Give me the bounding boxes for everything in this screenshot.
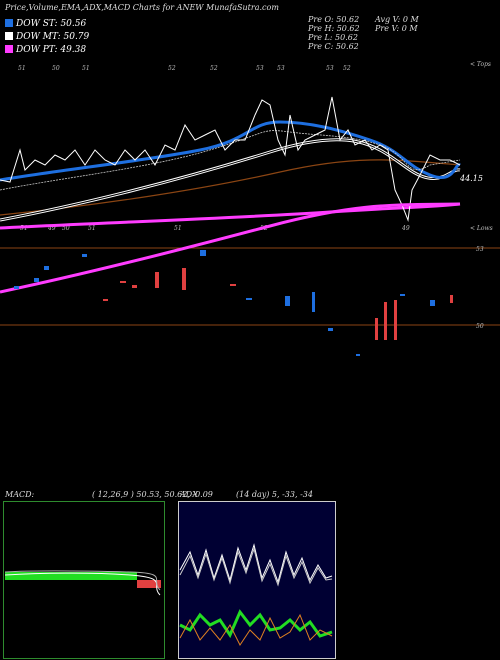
candle bbox=[44, 266, 49, 270]
title: Price,Volume,EMA,ADX,MACD Charts for ANE… bbox=[4, 3, 279, 12]
last-price: 44.15 bbox=[459, 174, 483, 183]
ema-line bbox=[0, 159, 461, 216]
signal-line bbox=[4, 570, 161, 591]
info: Pre O: 50.62 bbox=[307, 15, 359, 24]
minus-di bbox=[179, 613, 333, 646]
candle bbox=[200, 250, 206, 256]
candle bbox=[356, 354, 360, 356]
candle bbox=[246, 298, 252, 300]
candle bbox=[450, 295, 453, 303]
price-label: 52 bbox=[343, 65, 351, 72]
price-label: 49 bbox=[47, 225, 56, 232]
price-label: 51 bbox=[18, 65, 26, 72]
price-label: 53 bbox=[256, 65, 264, 72]
macd-params: ( 12,26,9 ) 50.53, 50.62, -0.09 bbox=[92, 490, 213, 499]
top-labels: 51 50 51 52 52 53 53 53 52 51 49 50 51 5… bbox=[18, 65, 410, 232]
candle bbox=[312, 292, 315, 312]
histogram bbox=[5, 572, 137, 580]
info: Avg V: 0 M bbox=[374, 15, 419, 24]
info: Pre V: 0 M bbox=[374, 24, 418, 33]
macd-panel bbox=[3, 501, 165, 659]
legend-swatch bbox=[5, 32, 13, 40]
candle bbox=[82, 254, 87, 257]
legend-swatch bbox=[5, 45, 13, 53]
lows-label: < Lows bbox=[470, 225, 493, 232]
legend: DOW ST: 50.56 DOW MT: 50.79 DOW PT: 49.3… bbox=[5, 19, 90, 55]
info: Pre C: 50.62 bbox=[307, 42, 359, 51]
candle bbox=[394, 300, 397, 340]
adx-line bbox=[179, 543, 333, 584]
candle bbox=[328, 328, 333, 331]
legend-label: DOW MT: 50.79 bbox=[15, 32, 90, 42]
legend-label: DOW PT: 49.38 bbox=[15, 45, 86, 55]
pt-line bbox=[0, 202, 461, 230]
candle bbox=[430, 300, 435, 306]
price-label: 51 bbox=[174, 225, 182, 232]
price-label: 51 bbox=[20, 225, 28, 232]
macd-name: MACD: bbox=[4, 490, 35, 499]
pt-line bbox=[0, 202, 461, 294]
mt-line-core bbox=[0, 139, 461, 221]
candle bbox=[375, 318, 378, 340]
candle bbox=[132, 285, 137, 288]
adx-panel bbox=[178, 501, 336, 659]
level-label: 50 bbox=[476, 323, 484, 330]
price-label: 51 bbox=[82, 65, 90, 72]
price-label: 52 bbox=[168, 65, 176, 72]
candle bbox=[155, 272, 159, 288]
price-label: 53 bbox=[277, 65, 285, 72]
candle-panel: 53 50 bbox=[0, 202, 500, 356]
price-label: 51 bbox=[88, 225, 96, 232]
price-line bbox=[0, 96, 461, 222]
candle bbox=[103, 299, 108, 301]
adx-params: (14 day) 5, -33, -34 bbox=[236, 490, 313, 499]
candle bbox=[230, 284, 236, 286]
level-label: 53 bbox=[476, 246, 484, 253]
price-label: 50 bbox=[62, 225, 70, 232]
legend-swatch bbox=[5, 19, 13, 27]
candle bbox=[34, 278, 39, 282]
candle bbox=[182, 268, 186, 290]
histogram bbox=[137, 580, 161, 588]
price-label: 52 bbox=[210, 65, 218, 72]
ema-line bbox=[0, 130, 461, 191]
price-label: 53 bbox=[326, 65, 334, 72]
price-label: 49 bbox=[401, 225, 410, 232]
price-label: 50 bbox=[52, 65, 60, 72]
candle bbox=[120, 281, 126, 283]
macd-line bbox=[4, 572, 161, 596]
info: Pre H: 50.62 bbox=[307, 24, 360, 33]
price-panel bbox=[0, 96, 461, 230]
legend-label: DOW ST: 50.56 bbox=[15, 19, 86, 29]
candle bbox=[14, 286, 19, 289]
candle bbox=[285, 296, 290, 306]
candle bbox=[400, 294, 405, 296]
info: Pre L: 50.62 bbox=[307, 33, 358, 42]
tops-label: < Tops bbox=[470, 61, 491, 68]
plus-di bbox=[179, 609, 333, 639]
candle bbox=[384, 302, 387, 340]
adx-name: ADX bbox=[179, 490, 198, 499]
adx-line bbox=[179, 547, 333, 587]
